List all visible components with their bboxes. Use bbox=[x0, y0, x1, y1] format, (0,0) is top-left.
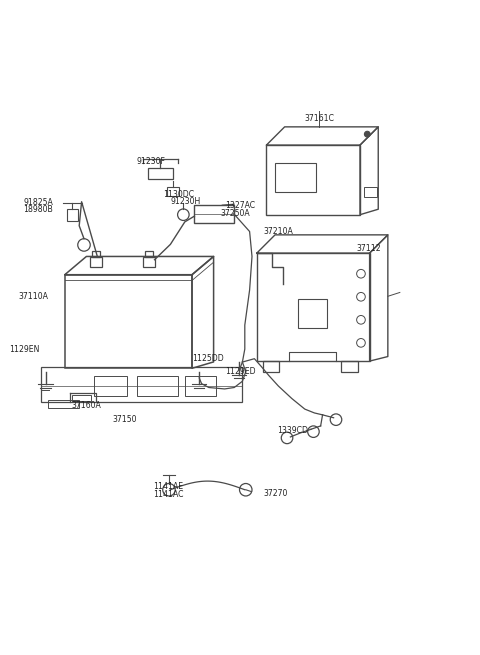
Text: 37270: 37270 bbox=[263, 489, 288, 498]
Text: 1141AE: 1141AE bbox=[153, 482, 183, 491]
Bar bbox=[167, 187, 179, 195]
Bar bbox=[92, 251, 100, 257]
Text: 1130DC: 1130DC bbox=[163, 189, 194, 198]
Bar bbox=[185, 376, 216, 396]
Text: 37250A: 37250A bbox=[221, 209, 251, 217]
Bar bbox=[341, 361, 358, 371]
Bar bbox=[266, 145, 360, 215]
Text: 37112: 37112 bbox=[356, 244, 381, 253]
Text: 1339CD: 1339CD bbox=[277, 426, 309, 435]
Bar bbox=[194, 204, 234, 223]
Text: 18980B: 18980B bbox=[23, 206, 53, 214]
Bar bbox=[94, 376, 127, 396]
Text: 37210A: 37210A bbox=[263, 227, 293, 236]
Text: 1125DD: 1125DD bbox=[192, 354, 224, 364]
Bar bbox=[67, 209, 78, 221]
Bar bbox=[48, 400, 79, 407]
Text: 91825A: 91825A bbox=[23, 198, 53, 207]
Text: 1327AC: 1327AC bbox=[226, 200, 256, 210]
Bar bbox=[148, 168, 173, 179]
Text: 91230H: 91230H bbox=[170, 197, 201, 206]
Text: 91230F: 91230F bbox=[137, 157, 166, 166]
Bar bbox=[72, 395, 91, 401]
Text: 1129EN: 1129EN bbox=[9, 345, 39, 354]
Circle shape bbox=[364, 131, 370, 137]
Text: 1129ED: 1129ED bbox=[225, 367, 255, 376]
Bar bbox=[137, 376, 178, 396]
Text: 37160A: 37160A bbox=[71, 401, 101, 410]
Text: 37110A: 37110A bbox=[18, 291, 48, 301]
Text: 1141AC: 1141AC bbox=[153, 490, 183, 499]
Text: 37150: 37150 bbox=[113, 415, 137, 424]
Bar bbox=[90, 257, 102, 267]
Bar bbox=[65, 274, 192, 368]
Bar bbox=[143, 257, 155, 267]
Text: 37161C: 37161C bbox=[305, 114, 335, 123]
Bar bbox=[41, 367, 242, 402]
Bar bbox=[145, 251, 153, 257]
Bar bbox=[298, 299, 327, 328]
Bar bbox=[257, 253, 370, 361]
Bar bbox=[263, 361, 279, 371]
Bar bbox=[364, 187, 377, 197]
Bar bbox=[275, 163, 316, 192]
